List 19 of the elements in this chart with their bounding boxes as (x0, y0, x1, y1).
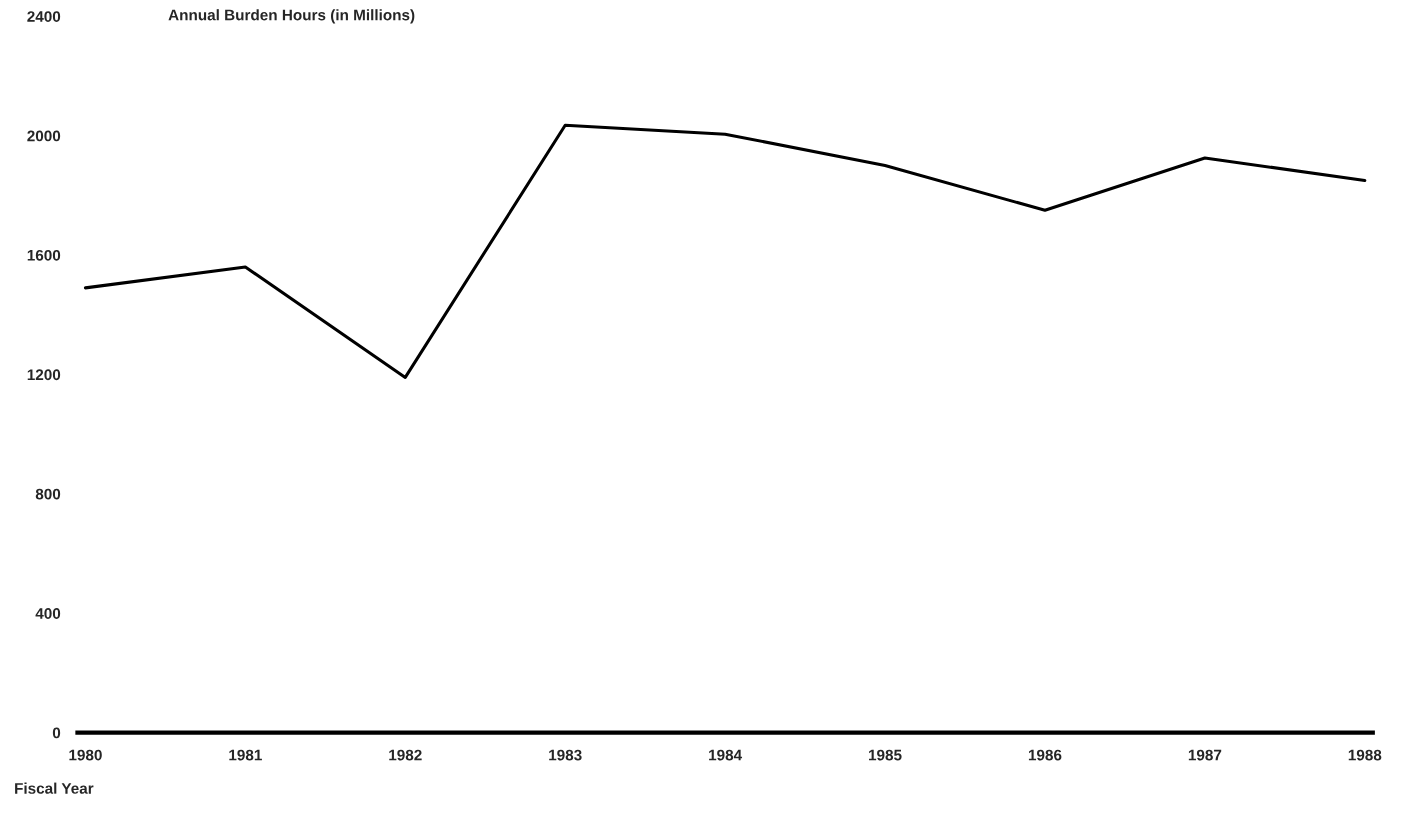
y-tick-label: 2400 (27, 11, 61, 22)
line-series (83, 123, 1367, 379)
y-tick-label: 400 (35, 608, 61, 619)
x-tick-label: 1987 (1188, 749, 1222, 761)
x-tick-label: 1981 (229, 749, 262, 761)
y-tick-label: 0 (52, 727, 61, 739)
x-tick-label: 1984 (709, 749, 743, 761)
y-tick-label: 1200 (27, 369, 61, 381)
x-tick-label: 1983 (549, 749, 582, 761)
y-tick-label: 1600 (27, 249, 61, 261)
x-axis-title: Fiscal Year (15, 782, 94, 794)
x-tick-label: 1986 (1028, 749, 1062, 761)
y-tick-label: 2000 (27, 130, 61, 142)
y-tick-label: 800 (35, 488, 61, 500)
chart-title: Annual Burden Hours (in Millions) (168, 9, 415, 24)
x-tick-label: 1988 (1348, 749, 1382, 761)
x-tick-label: 1985 (869, 749, 902, 761)
x-tick-label: 1982 (389, 749, 422, 761)
x-tick-label: 1980 (69, 749, 102, 761)
